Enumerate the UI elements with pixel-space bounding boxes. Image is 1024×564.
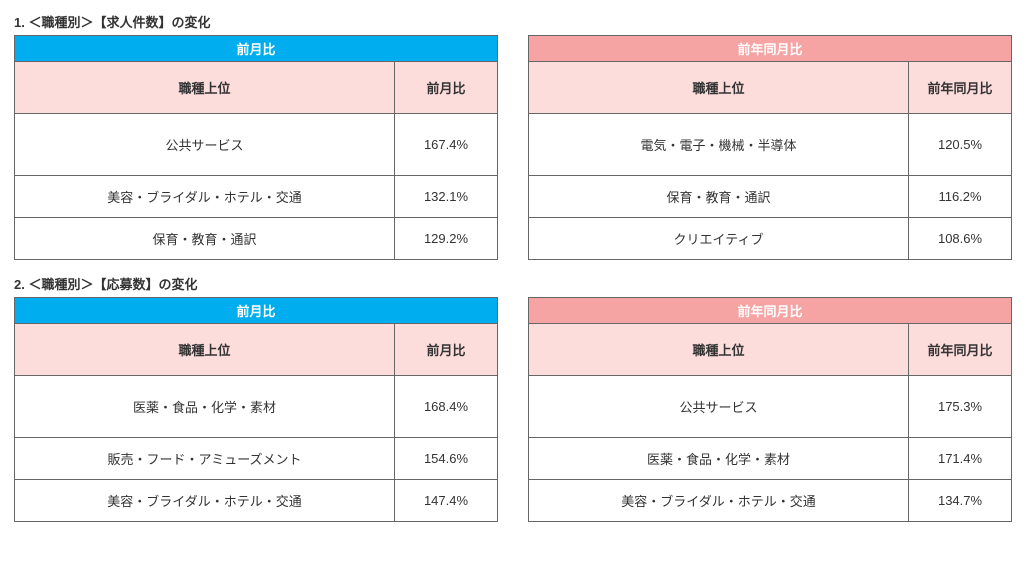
section2-right-header: 前年同月比 [529,298,1012,324]
table-cell: 美容・ブライダル・ホテル・交通 [15,176,395,218]
table-cell: クリエイティブ [529,218,909,260]
table-cell: 132.1% [395,176,498,218]
table-cell: 公共サービス [529,376,909,438]
table-cell: 175.3% [909,376,1012,438]
section1-right-header: 前年同月比 [529,36,1012,62]
table-cell: 医薬・食品・化学・素材 [15,376,395,438]
table-cell: 147.4% [395,480,498,522]
section2-left-header: 前月比 [15,298,498,324]
section2-left-table: 前月比 職種上位 前月比 医薬・食品・化学・素材 168.4% 販売・フード・ア… [14,297,498,522]
table-cell: 167.4% [395,114,498,176]
table-cell: 168.4% [395,376,498,438]
section1-tables: 前月比 職種上位 前月比 公共サービス 167.4% 美容・ブライダル・ホテル・… [14,35,1010,260]
table-cell: 美容・ブライダル・ホテル・交通 [15,480,395,522]
table-cell: 134.7% [909,480,1012,522]
table-cell: 医薬・食品・化学・素材 [529,438,909,480]
table-cell: 保育・教育・通訳 [15,218,395,260]
section2-right-sub-val: 前年同月比 [909,324,1012,376]
section2-left-sub-label: 職種上位 [15,324,395,376]
table-cell: 171.4% [909,438,1012,480]
table-cell: 販売・フード・アミューズメント [15,438,395,480]
table-cell: 116.2% [909,176,1012,218]
section2-right-sub-label: 職種上位 [529,324,909,376]
table-cell: 120.5% [909,114,1012,176]
table-cell: 129.2% [395,218,498,260]
section1-right-sub-label: 職種上位 [529,62,909,114]
section1-left-header: 前月比 [15,36,498,62]
section1-title: 1. ＜職種別＞【求人件数】の変化 [14,12,1010,31]
table-cell: 公共サービス [15,114,395,176]
table-cell: 108.6% [909,218,1012,260]
table-cell: 電気・電子・機械・半導体 [529,114,909,176]
table-cell: 美容・ブライダル・ホテル・交通 [529,480,909,522]
section1-left-table: 前月比 職種上位 前月比 公共サービス 167.4% 美容・ブライダル・ホテル・… [14,35,498,260]
section2-right-table: 前年同月比 職種上位 前年同月比 公共サービス 175.3% 医薬・食品・化学・… [528,297,1012,522]
section2-left-sub-val: 前月比 [395,324,498,376]
section2-tables: 前月比 職種上位 前月比 医薬・食品・化学・素材 168.4% 販売・フード・ア… [14,297,1010,522]
table-cell: 154.6% [395,438,498,480]
section1-left-sub-val: 前月比 [395,62,498,114]
section2-title: 2. ＜職種別＞【応募数】の変化 [14,274,1010,293]
section1-right-table: 前年同月比 職種上位 前年同月比 電気・電子・機械・半導体 120.5% 保育・… [528,35,1012,260]
table-cell: 保育・教育・通訳 [529,176,909,218]
section1-left-sub-label: 職種上位 [15,62,395,114]
section1-right-sub-val: 前年同月比 [909,62,1012,114]
